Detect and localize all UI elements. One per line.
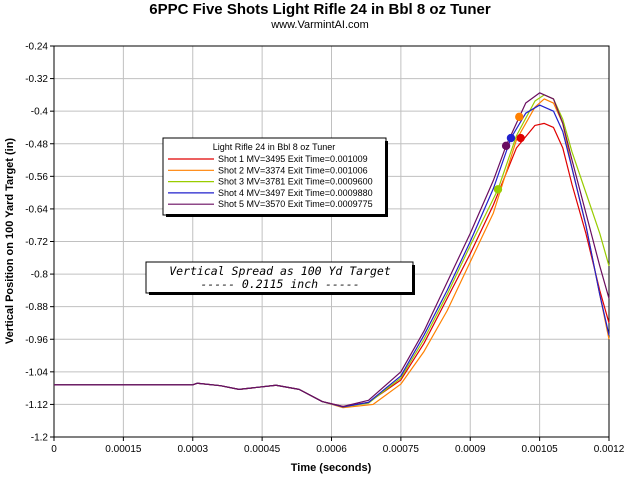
legend-box	[162, 137, 387, 216]
chart-subtitle: www.VarmintAI.com	[271, 19, 369, 31]
legend-label-shot-5: Shot 5 MV=3570 Exit Time=0.0009775	[218, 199, 373, 209]
x-tick-label: 0.00045	[244, 444, 281, 455]
y-tick-label: -0.64	[25, 204, 48, 215]
y-tick-label: -0.24	[25, 42, 48, 53]
x-tick-label: 0.00015	[105, 444, 142, 455]
x-tick-label: 0.0003	[177, 444, 208, 455]
x-tick-label: 0.0009	[455, 444, 486, 455]
y-tick-label: -1.12	[25, 400, 48, 411]
legend-label-shot-4: Shot 4 MV=3497 Exit Time=0.0009880	[218, 188, 373, 198]
annotation-shadow-bottom	[149, 292, 415, 295]
y-tick-label: -0.88	[25, 302, 48, 313]
y-tick-label: -1.04	[25, 367, 48, 378]
y-tick-label: -0.56	[25, 172, 48, 183]
exit-point-shot-5	[501, 141, 511, 150]
legend-label-shot-1: Shot 1 MV=3495 Exit Time=0.001009	[218, 154, 368, 164]
annotation-frame	[145, 261, 414, 294]
x-tick-label: 0.00105	[522, 444, 559, 455]
y-tick-label: -0.4	[31, 107, 49, 118]
legend-shadow-bottom	[166, 214, 388, 217]
x-tick-label: 0	[51, 444, 57, 455]
series-lines	[54, 92, 610, 409]
x-axis-label: Time (seconds)	[291, 462, 372, 474]
exit-point-shot-1	[516, 133, 525, 143]
y-tick-label: -0.32	[25, 74, 48, 85]
annotation-line-1: Vertical Spread as 100 Yd Target	[169, 264, 391, 278]
grid	[53, 45, 610, 438]
x-tick-label: 0.0006	[316, 444, 347, 455]
legend-shadow	[385, 141, 388, 217]
y-tick-label: -1.2	[31, 433, 49, 444]
y-tick-label: -0.72	[25, 237, 48, 248]
x-tick-label: 0.00075	[383, 444, 420, 455]
x-tick-label: 0.0012	[594, 444, 625, 455]
x-axis-ticks: 0 0.00015 0.0003 0.00045 0.0006 0.00075 0.0009…	[51, 437, 625, 455]
chart-title: 6PPC Five Shots Light Rifle 24 in Bbl 8 …	[149, 1, 491, 18]
legend-label-shot-3: Shot 3 MV=3781 Exit Time=0.0009600	[218, 177, 373, 187]
exit-point-shot-2	[515, 112, 524, 122]
legend-label-shot-2: Shot 2 MV=3374 Exit Time=0.001006	[218, 165, 368, 175]
annotation-line-2: ----- 0.2115 inch -----	[200, 277, 359, 291]
legend-title: Light Rifle 24 in Bbl 8 oz Tuner	[213, 142, 336, 152]
exit-point-shot-4	[506, 133, 516, 143]
y-axis-label: Vertical Position on 100 Yard Target (in…	[4, 138, 16, 345]
series-line-shot-5	[54, 92, 610, 408]
exit-markers	[493, 112, 525, 194]
y-tick-label: -0.8	[31, 270, 49, 281]
legend: Light Rifle 24 in Bbl 8 oz Tuner Shot 1 …	[162, 137, 388, 217]
y-tick-label: -0.48	[25, 139, 48, 150]
exit-point-shot-3	[493, 185, 503, 194]
y-axis-ticks: -0.24 -0.32 -0.4 -0.48 -0.56 -0.64 -0.72 -0.8 -0…	[25, 42, 54, 444]
annotation-shadow	[412, 265, 415, 295]
annotation-box: Vertical Spread as 100 Yd Target ----- 0…	[145, 261, 415, 295]
y-tick-label: -0.96	[25, 335, 48, 346]
